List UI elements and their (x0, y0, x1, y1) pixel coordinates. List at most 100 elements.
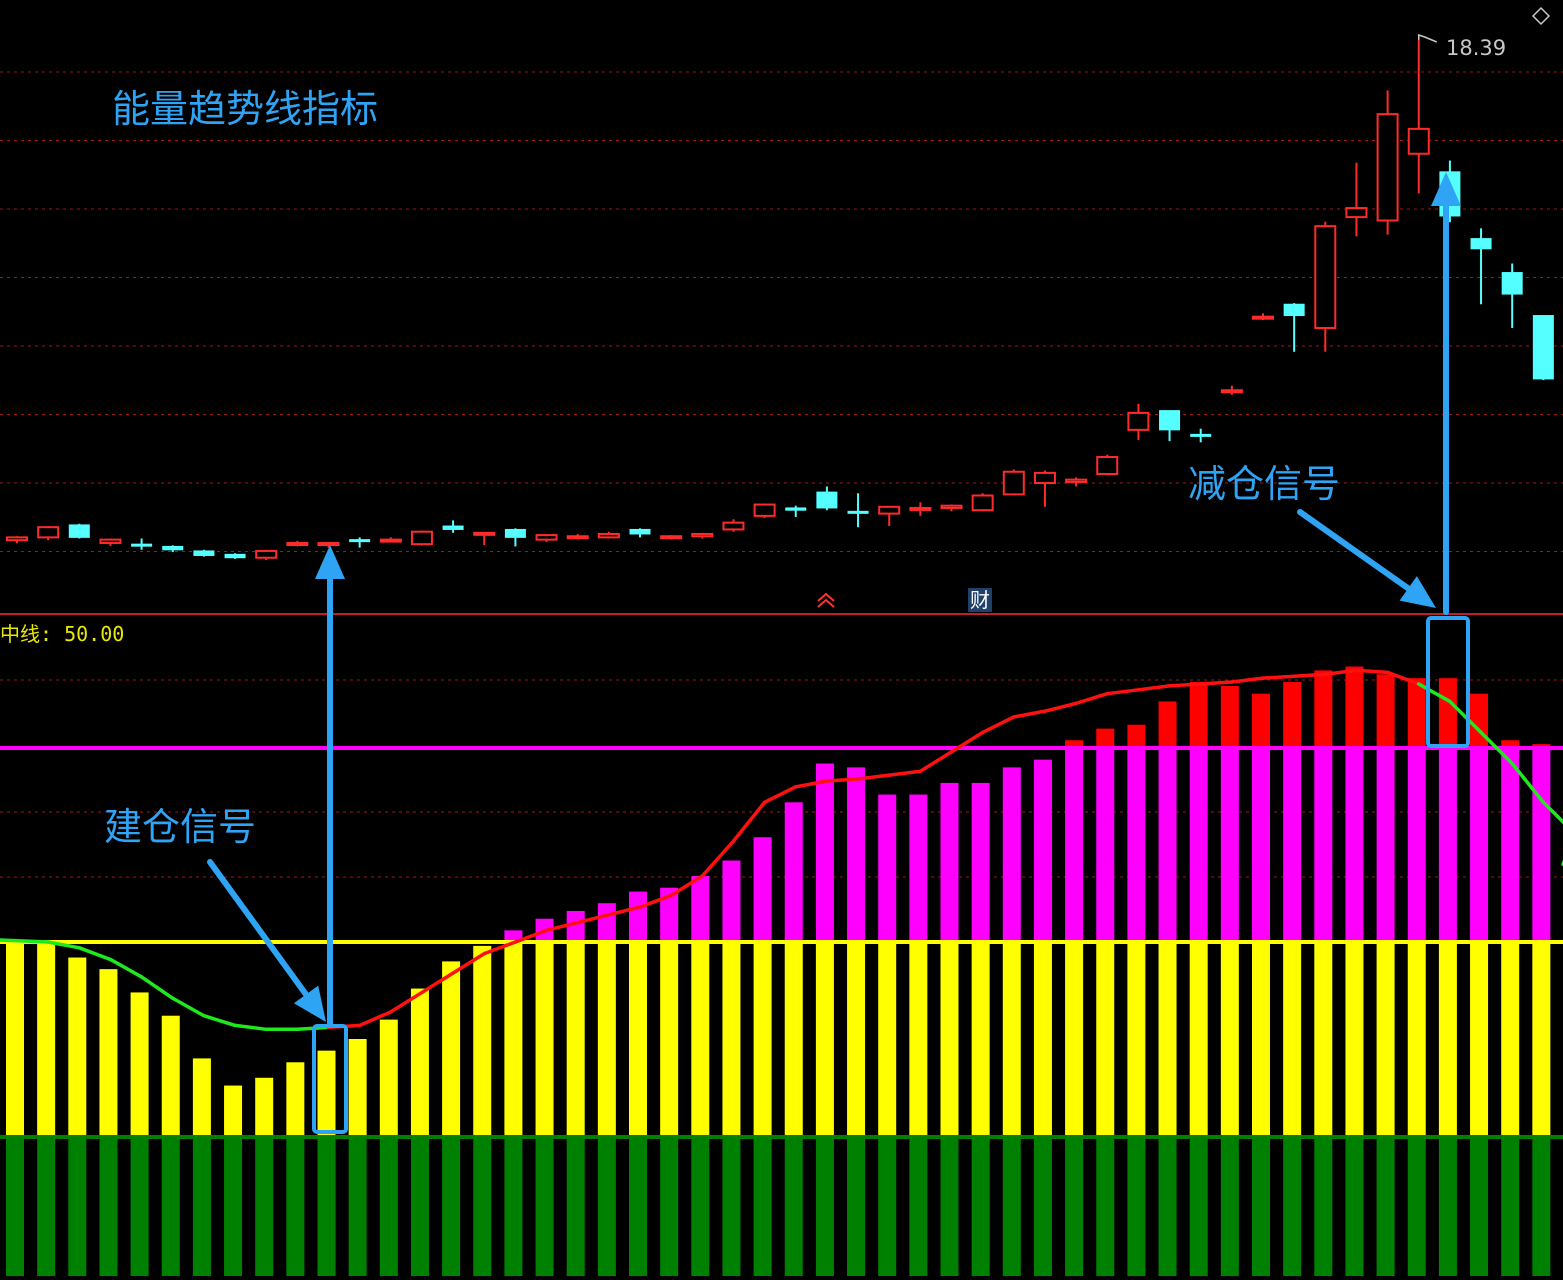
energy-bar (909, 794, 928, 1276)
bar-green-zone (1189, 1136, 1208, 1276)
candle (1252, 313, 1274, 321)
candle (722, 519, 745, 532)
candle-body (971, 494, 994, 512)
bar-green-zone (597, 1136, 616, 1276)
candle (473, 531, 496, 546)
trend-segment (1385, 670, 1421, 686)
candle-body (410, 530, 433, 546)
bar-yellow-zone (971, 942, 990, 1136)
bar-green-zone (1501, 1136, 1520, 1276)
candlestick-series (6, 33, 1554, 560)
bar-green-zone (348, 1136, 367, 1276)
bar-green-zone (940, 1136, 959, 1276)
energy-bar (286, 1062, 305, 1276)
bar-yellow-zone (1158, 942, 1177, 1136)
energy-bar (1189, 682, 1208, 1276)
candle-body (37, 526, 60, 539)
candle (1002, 469, 1025, 496)
energy-bar (6, 942, 24, 1276)
bar-red-zone (1220, 685, 1239, 748)
trend-segment (77, 946, 113, 962)
candle-body (255, 549, 278, 559)
candle (442, 520, 464, 533)
trend-segment (451, 951, 486, 975)
candle (1190, 428, 1212, 443)
bar-magenta-zone (1438, 748, 1457, 942)
bar-magenta-zone (597, 903, 616, 942)
energy-bar (535, 918, 554, 1276)
candle-body (816, 491, 838, 509)
candle-body (504, 528, 526, 538)
bar-yellow-zone (224, 1085, 243, 1136)
bar-yellow-zone (784, 942, 803, 1136)
energy-trend-line (0, 668, 1563, 1032)
bar-green-zone (971, 1136, 990, 1276)
candle (971, 493, 994, 512)
bar-red-zone (1501, 740, 1520, 748)
bar-green-zone (1033, 1136, 1052, 1276)
energy-bar (348, 1039, 367, 1276)
bar-red-zone (1345, 666, 1364, 748)
bar-magenta-zone (1283, 748, 1302, 942)
candle (629, 528, 651, 538)
bar-magenta-zone (1532, 748, 1551, 942)
bar-green-zone (1470, 1136, 1489, 1276)
bar-yellow-zone (255, 1077, 274, 1136)
trend-segment (0, 938, 50, 944)
bar-yellow-zone (410, 988, 429, 1136)
finance-badge[interactable]: 财 (968, 588, 992, 612)
candle (1127, 403, 1150, 441)
bar-green-zone (192, 1136, 211, 1276)
signal-overlays (207, 6, 1551, 1134)
energy-bar (379, 1019, 398, 1276)
midline-label: 中线 (0, 622, 40, 646)
bar-green-zone (629, 1136, 647, 1276)
bar-yellow-zone (348, 1039, 367, 1136)
bar-yellow-zone (99, 969, 118, 1136)
energy-bar (161, 1015, 180, 1276)
energy-bar (753, 837, 772, 1276)
candle (99, 538, 122, 546)
trend-segment (1541, 800, 1563, 825)
bar-green-zone (1065, 1136, 1084, 1276)
energy-bars (0, 666, 1563, 1276)
bar-yellow-zone (1532, 942, 1551, 1136)
bar-magenta-zone (971, 782, 990, 942)
bar-green-zone (379, 1136, 398, 1276)
bar-magenta-zone (753, 837, 772, 942)
bar-magenta-zone (909, 794, 928, 942)
high-marker-tick (1418, 33, 1438, 43)
trend-segment (1012, 709, 1047, 719)
energy-bar (566, 910, 585, 1276)
bar-red-zone (1252, 693, 1270, 748)
energy-bar (1314, 670, 1333, 1276)
candle-body (722, 521, 745, 531)
candle (193, 549, 215, 557)
bar-green-zone (1002, 1136, 1021, 1276)
energy-bar (255, 1077, 274, 1276)
high-price-marker: 18.39 (1446, 36, 1507, 60)
candle-body (162, 545, 184, 551)
energy-bar (130, 992, 149, 1276)
energy-bar (1438, 678, 1457, 1276)
energy-bar (847, 767, 866, 1276)
candle-body (1127, 411, 1150, 431)
candle-body (1190, 433, 1212, 437)
energy-bar (317, 1050, 336, 1276)
bar-yellow-zone (1407, 942, 1426, 1136)
bar-green-zone (909, 1136, 928, 1276)
bar-green-zone (255, 1136, 274, 1276)
bar-magenta-zone (847, 767, 866, 942)
candle (940, 504, 963, 512)
candle (816, 486, 838, 511)
candle (1159, 410, 1181, 442)
candle-body (1065, 478, 1088, 483)
bar-green-zone (1096, 1136, 1115, 1276)
candle-body (473, 531, 496, 536)
bar-yellow-zone (1283, 942, 1302, 1136)
bar-green-zone (1314, 1136, 1333, 1276)
candle (1314, 221, 1337, 352)
bar-yellow-zone (161, 1015, 180, 1136)
candle-body (1470, 238, 1492, 250)
energy-bar (442, 961, 461, 1276)
